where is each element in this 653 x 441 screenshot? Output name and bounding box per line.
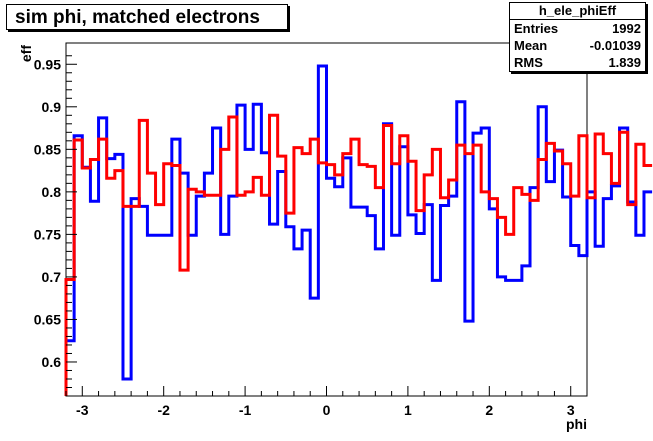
y-tick-label: 0.7 [42, 269, 62, 285]
stats-box: h_ele_phiEff Entries 1992 Mean -0.01039 … [509, 2, 646, 72]
x-axis-label: phi [566, 416, 587, 432]
chart-title: sim phi, matched electrons [15, 7, 260, 28]
stats-label: Entries [514, 21, 559, 36]
stats-label: Mean [514, 38, 548, 53]
series-1-line [64, 113, 653, 396]
y-tick-label: 0.6 [42, 354, 62, 370]
stats-value: 1992 [612, 21, 641, 36]
y-tick-label: 0.95 [34, 56, 61, 72]
y-tick-label: 0.85 [34, 141, 61, 157]
x-tick-label: 3 [567, 402, 575, 418]
y-tick-label: 0.65 [34, 311, 61, 327]
x-tick-label: 0 [323, 402, 331, 418]
x-tick-label: -2 [157, 402, 170, 418]
stats-row-entries: Entries 1992 [510, 20, 645, 37]
stats-row-rms: RMS 1.839 [510, 54, 645, 71]
x-tick-label: -1 [239, 402, 252, 418]
y-tick-label: 0.8 [42, 184, 62, 200]
y-tick-label: 0.9 [42, 99, 62, 115]
series-0-line [64, 64, 653, 396]
x-tick-label: 1 [404, 402, 412, 418]
stats-value: 1.839 [608, 55, 641, 70]
y-tick-label: 0.75 [34, 226, 61, 242]
title-box: sim phi, matched electrons [6, 4, 288, 30]
stats-label: RMS [514, 55, 543, 70]
x-tick-label: -3 [76, 402, 89, 418]
y-axis-label: eff [18, 45, 34, 62]
x-tick-label: 2 [485, 402, 493, 418]
stats-value: -0.01039 [589, 38, 641, 53]
stats-name: h_ele_phiEff [510, 3, 645, 20]
stats-row-mean: Mean -0.01039 [510, 37, 645, 54]
